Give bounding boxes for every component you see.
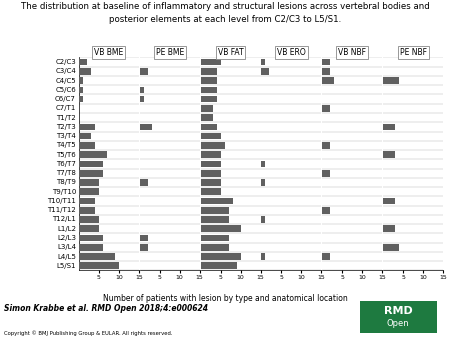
Title: PE NBF: PE NBF — [400, 48, 427, 57]
Bar — [201, 96, 216, 102]
Bar — [201, 151, 220, 158]
Bar — [79, 188, 99, 195]
Bar — [79, 124, 95, 130]
Bar — [201, 142, 225, 149]
Text: posterior elements at each level from C2/C3 to L5/S1.: posterior elements at each level from C2… — [109, 15, 341, 24]
Bar — [383, 198, 395, 204]
Bar — [201, 262, 237, 269]
Text: Simon Krabbe et al. RMD Open 2018;4:e000624: Simon Krabbe et al. RMD Open 2018;4:e000… — [4, 304, 208, 313]
Bar — [79, 87, 83, 93]
Bar — [261, 179, 266, 186]
Bar — [201, 77, 216, 84]
Bar — [201, 170, 220, 176]
Bar — [201, 198, 233, 204]
Bar — [79, 244, 103, 250]
Bar — [201, 68, 216, 75]
Text: The distribution at baseline of inflammatory and structural lesions across verte: The distribution at baseline of inflamma… — [21, 2, 429, 11]
Bar — [201, 225, 241, 232]
Bar — [201, 216, 229, 223]
Bar — [79, 161, 103, 167]
Bar — [261, 216, 266, 223]
Text: RMD: RMD — [384, 307, 413, 316]
Bar — [79, 216, 99, 223]
Bar — [140, 244, 148, 250]
Bar — [201, 59, 220, 66]
Bar — [261, 253, 266, 260]
Bar — [201, 207, 229, 214]
Bar — [261, 59, 266, 66]
Bar — [383, 244, 399, 250]
Bar — [79, 207, 95, 214]
Bar — [140, 87, 144, 93]
Bar — [201, 235, 229, 241]
Bar — [79, 235, 103, 241]
Bar — [140, 68, 148, 75]
Bar — [322, 253, 330, 260]
Bar — [79, 68, 91, 75]
Title: PE BME: PE BME — [156, 48, 184, 57]
Title: VB ERO: VB ERO — [277, 48, 306, 57]
Bar — [79, 142, 95, 149]
Bar — [201, 124, 216, 130]
Bar — [201, 244, 229, 250]
Title: VB FAT: VB FAT — [218, 48, 243, 57]
Bar — [322, 142, 330, 149]
Bar — [322, 59, 330, 66]
Bar — [140, 96, 144, 102]
Bar — [79, 262, 119, 269]
Bar — [383, 225, 395, 232]
Bar — [201, 133, 220, 140]
Bar — [79, 133, 91, 140]
Bar — [201, 105, 212, 112]
Bar — [201, 114, 212, 121]
Text: Open: Open — [387, 319, 410, 329]
Bar — [322, 105, 330, 112]
Bar — [322, 68, 330, 75]
Title: VB BME: VB BME — [94, 48, 123, 57]
Bar — [383, 77, 399, 84]
Bar — [79, 96, 83, 102]
Bar — [140, 235, 148, 241]
Bar — [201, 179, 220, 186]
Bar — [261, 68, 270, 75]
Bar — [79, 59, 87, 66]
Title: VB NBF: VB NBF — [338, 48, 366, 57]
Bar — [79, 179, 99, 186]
Bar — [201, 161, 220, 167]
Bar — [79, 77, 83, 84]
Bar — [79, 198, 95, 204]
Bar — [140, 179, 148, 186]
Bar — [79, 170, 103, 176]
Text: Copyright © BMJ Publishing Group & EULAR. All rights reserved.: Copyright © BMJ Publishing Group & EULAR… — [4, 331, 173, 336]
Bar — [383, 151, 395, 158]
Bar — [79, 253, 115, 260]
Bar — [322, 170, 330, 176]
Bar — [322, 77, 334, 84]
Bar — [201, 87, 216, 93]
Bar — [201, 253, 241, 260]
Bar — [140, 124, 152, 130]
Bar — [201, 188, 220, 195]
Bar — [261, 161, 266, 167]
Bar — [79, 225, 99, 232]
Text: Number of patients with lesion by type and anatomical location: Number of patients with lesion by type a… — [103, 294, 347, 303]
Bar — [383, 124, 395, 130]
Bar — [322, 207, 330, 214]
Bar — [79, 151, 107, 158]
